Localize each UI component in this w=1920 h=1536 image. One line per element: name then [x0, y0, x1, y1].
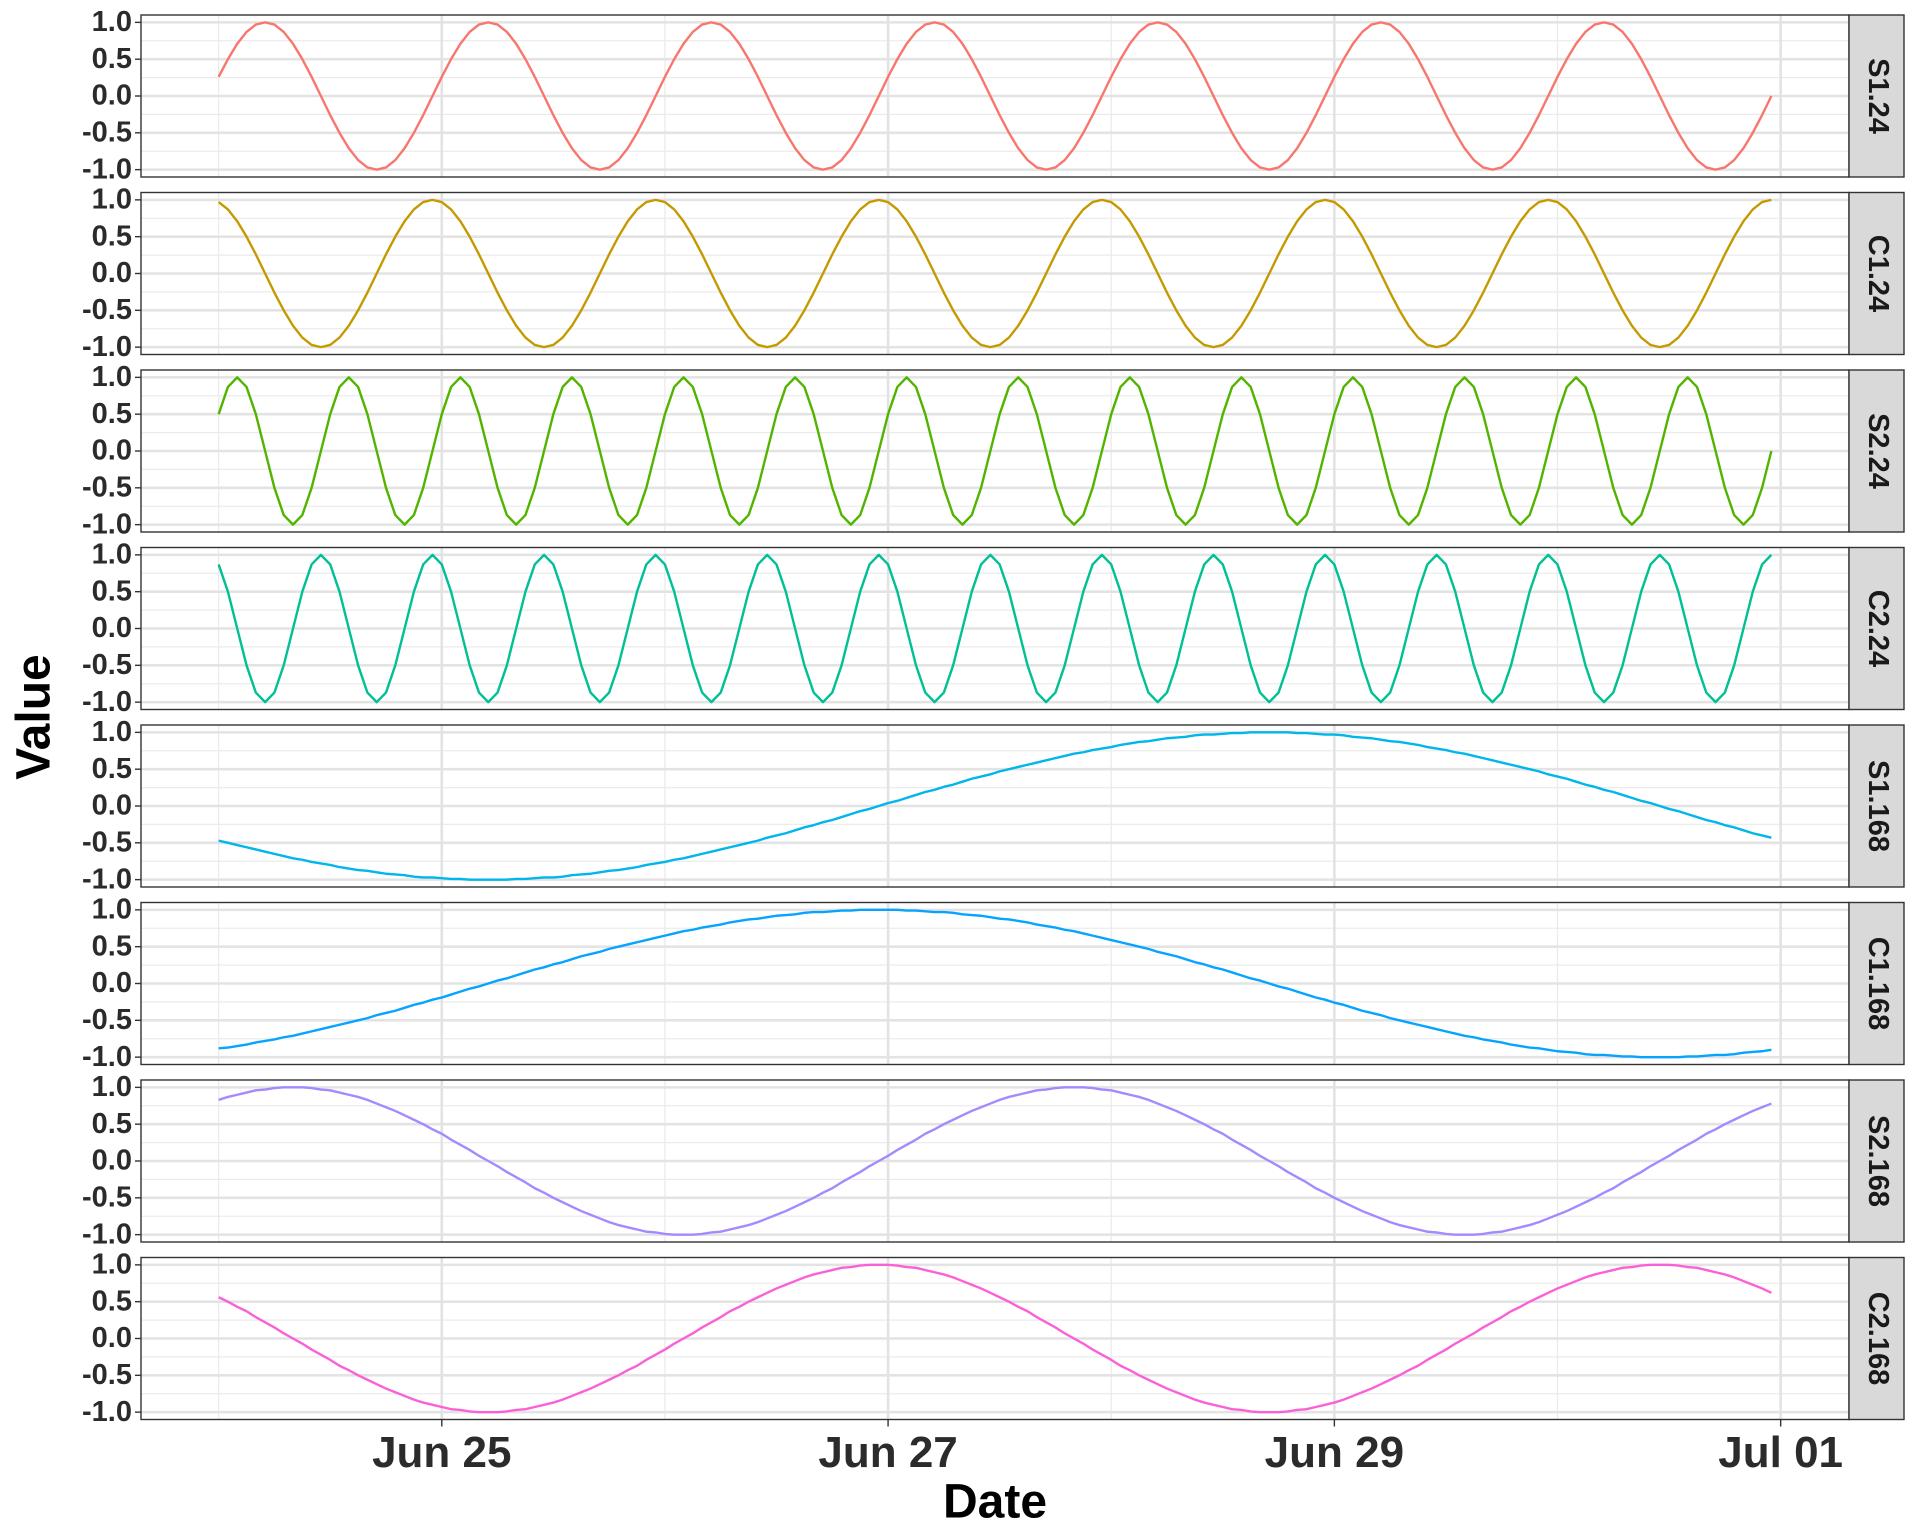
series-line: [218, 1263, 1772, 1414]
y-tick-label: 1.0: [92, 539, 132, 571]
y-tick-label: -1.0: [82, 1218, 132, 1250]
strip-label: C2.24: [1862, 590, 1894, 667]
x-tick-label: Jun 25: [372, 1428, 511, 1477]
strip-background: [1848, 1079, 1905, 1243]
strip-background: [1848, 369, 1905, 533]
y-tick-label: 0.5: [92, 1285, 132, 1317]
y-tick-label: 0.5: [92, 220, 132, 252]
x-tick-label: Jun 29: [1265, 1428, 1404, 1477]
strip-background: [1848, 546, 1905, 711]
y-tick-label: 0.0: [92, 257, 132, 289]
y-tick-label: 0.5: [92, 930, 132, 962]
y-tick-label: 0.0: [92, 1322, 132, 1354]
y-axis-title: Value: [8, 654, 61, 779]
y-tick-label: 1.0: [92, 1249, 132, 1281]
y-tick-label: 1.0: [92, 6, 132, 38]
y-tick-label: -0.5: [82, 294, 132, 326]
y-tick-label: 0.0: [92, 80, 132, 112]
series-line: [218, 908, 1772, 1059]
y-tick-label: 0.0: [92, 1145, 132, 1177]
y-tick-label: -0.5: [82, 649, 132, 681]
y-tick-label: 0.0: [92, 435, 132, 467]
y-tick-label: -0.5: [82, 116, 132, 148]
series-line: [217, 198, 1772, 349]
y-tick-label: 1.0: [92, 184, 132, 216]
y-tick-label: 1.0: [92, 361, 132, 393]
strip-label: S2.24: [1862, 413, 1894, 489]
y-tick-label: 0.5: [92, 753, 132, 785]
y-tick-label: 0.5: [92, 43, 132, 75]
y-tick-label: -1.0: [82, 863, 132, 895]
x-tick-label: Jun 27: [818, 1428, 957, 1477]
y-tick-label: -1.0: [82, 153, 132, 185]
x-axis-title: Date: [943, 1476, 1047, 1529]
y-tick-label: -1.0: [82, 1396, 132, 1428]
strip-background: [1848, 901, 1905, 1066]
strip-label: S1.168: [1862, 760, 1894, 852]
strip-label: S1.24: [1862, 58, 1894, 134]
strip-label: S2.168: [1862, 1115, 1894, 1207]
y-tick-label: 1.0: [92, 894, 132, 926]
y-tick-label: -0.5: [82, 826, 132, 858]
y-tick-label: 1.0: [92, 716, 132, 748]
y-tick-label: -1.0: [82, 686, 132, 718]
y-tick-label: 0.0: [92, 790, 132, 822]
strip-background: [1848, 1256, 1905, 1421]
strip-background: [1848, 724, 1905, 888]
y-tick-label: -1.0: [82, 1041, 132, 1073]
y-tick-label: 0.5: [92, 575, 132, 607]
y-tick-label: -1.0: [82, 331, 132, 363]
y-tick-label: -0.5: [82, 471, 132, 503]
series-line: [217, 553, 1773, 704]
strip-background: [1848, 191, 1905, 356]
series-line: [218, 731, 1772, 881]
series-line: [218, 1086, 1772, 1236]
y-tick-label: -0.5: [82, 1181, 132, 1213]
y-tick-label: 0.0: [92, 967, 132, 999]
strip-background: [1848, 14, 1905, 178]
y-tick-label: 1.0: [92, 1071, 132, 1103]
strip-label: C2.168: [1862, 1292, 1894, 1386]
y-tick-label: 0.5: [92, 398, 132, 430]
series-line: [217, 376, 1773, 526]
strip-label: C1.168: [1862, 937, 1894, 1031]
x-tick-label: Jul 01: [1718, 1428, 1843, 1477]
strip-label: C1.24: [1862, 235, 1894, 312]
y-tick-label: 0.5: [92, 1108, 132, 1140]
y-tick-label: -0.5: [82, 1004, 132, 1036]
series-line: [217, 21, 1773, 171]
y-tick-label: -0.5: [82, 1359, 132, 1391]
y-tick-label: 0.0: [92, 612, 132, 644]
y-tick-label: -1.0: [82, 508, 132, 540]
